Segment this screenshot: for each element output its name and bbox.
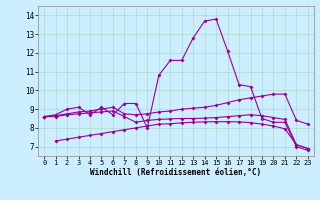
X-axis label: Windchill (Refroidissement éolien,°C): Windchill (Refroidissement éolien,°C) (91, 168, 261, 177)
